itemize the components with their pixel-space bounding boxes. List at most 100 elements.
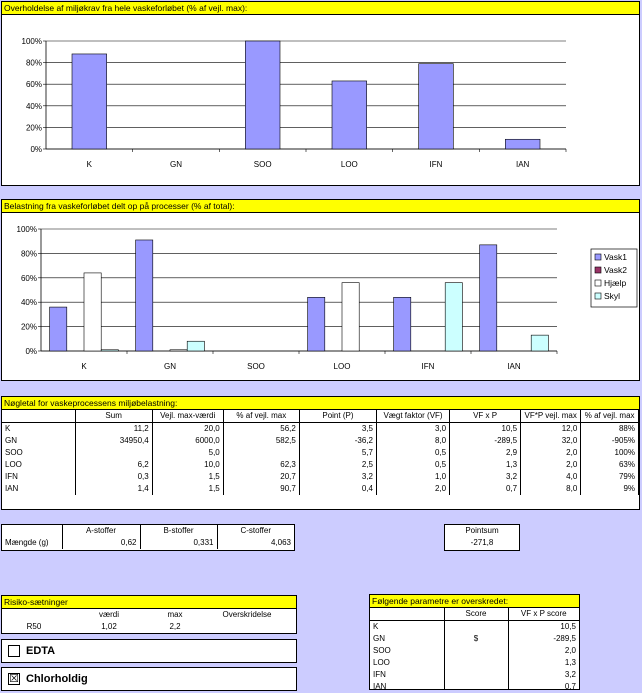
table-cell: 2,0 [520,447,582,459]
bar-skyl [530,334,549,352]
x-tick-label: IFN [422,362,435,371]
nogletal-header: % af vejl. max [223,410,300,423]
legend-label: Hjælp [604,278,626,288]
table-cell: 1,0 [376,471,451,483]
bar [245,40,281,150]
x-tick-label: IFN [430,160,443,169]
table-cell: 1,3 [564,658,576,667]
table-row: SOO 2,0 [370,645,579,657]
nogletal-header: Point (P) [299,410,377,423]
plot-area [46,41,566,149]
table-cell: 90,7 [223,483,300,495]
mengde-header-c: C-stoffer [216,525,294,537]
overskredet-title: Følgende parametre er overskredet: [369,594,580,608]
table-cell: 1,5 [152,483,224,495]
mengde-box: A-stoffer B-stoffer C-stoffer Mængde (g)… [1,524,295,551]
table-cell: 62,3 [223,459,300,471]
table-cell: 1,02 [101,622,117,631]
row-label: R50 [26,622,42,631]
table-cell: 8,0 [376,435,451,447]
y-tick-label: 100% [17,225,37,234]
table-cell: 9% [580,483,639,495]
table-row: IFN 3,2 [370,669,579,681]
bar-skyl [186,340,205,352]
table-row: GN $ -289,5 [370,633,579,645]
table-cell [444,669,509,681]
legend-label: Skyl [604,291,620,301]
mengde-b: 0,331 [139,537,217,549]
table-cell: 0,7 [564,682,576,690]
x-tick-label: GN [170,160,182,169]
legend-swatch [594,279,602,287]
chart1-area: 0% 20% 40% 60% 80% 100% K GN SOO LOO IFN IAN [1,14,640,186]
legend-swatch [594,292,602,300]
chlorholdig-label: Chlorholdig [26,673,88,685]
risiko-header-vaerdi: værdi [98,610,119,619]
y-tick-label: 20% [21,323,37,332]
bar-skyl [100,349,119,352]
edta-checkbox[interactable]: EDTA [1,639,297,663]
table-cell: 0,5 [376,459,451,471]
table-cell: 20,7 [223,471,300,483]
risiko-table: værdi max Overskridelse R50 1,02 2,2 R50-52… [2,609,296,634]
table-cell: 2,2 [169,622,181,631]
table-cell: 8,0 [520,483,582,495]
checkbox-box [8,645,20,657]
mengde-a: 0,62 [61,537,140,549]
table-cell: 4,0 [520,471,582,483]
table-cell: 0,05 [152,633,198,634]
table-cell: -905% [580,435,639,447]
table-cell: 79% [580,471,639,483]
table-cell: 1,5 [152,471,224,483]
nogletal-table: Sum Vejl. max-værdi% af vejl. max Point (P… [2,410,639,495]
table-cell: 12,0 [520,422,582,435]
table-cell: 0,5 [376,447,451,459]
bar-vask1 [49,306,68,352]
table-cell: 11,2 [75,422,153,435]
table-cell [198,621,296,633]
row-label: IAN [370,681,445,689]
table-cell [444,645,509,657]
risiko-header-overskridelse: Overskridelse [222,610,272,619]
table-row: GN 34950,4 6000,0 582,5 -36,2 8,0 -289,5 32,0 -9… [2,435,639,447]
chart2-svg: 0% 20% 40% 60% 80% 100% K GN SOO LOO IFN IAN Vask1 Va… [17,225,638,371]
plot-area [41,229,557,351]
table-cell: 0,7 [449,483,522,495]
y-tick-label: 60% [26,80,42,89]
y-tick-label: 80% [21,249,37,258]
table-row: LOO 6,2 10,0 62,3 2,5 0,5 1,3 2,0 63% [2,459,639,471]
table-cell: R50-52/R53 [198,633,296,634]
table-cell: 10,5 [560,622,576,631]
table-cell: 0,3 [75,471,153,483]
table-cell: 2,9 [449,447,522,459]
risiko-box: værdi max Overskridelse R50 1,02 2,2 R50-52… [1,608,297,634]
bar-vask1 [307,297,326,352]
y-tick-label: 80% [26,59,42,68]
table-cell: 10,5 [449,422,522,435]
x-tick-label: IAN [516,160,530,169]
row-label: K [370,620,445,633]
table-cell: 3,2 [564,670,576,679]
pointsum-label: Pointsum [465,526,499,535]
row-label: IFN [2,471,76,483]
overskredet-table: Score VF x P score K 10,5 GN $ -289,5 SOO 2,0 L… [370,608,579,690]
chlorholdig-checkbox[interactable]: ☒ Chlorholdig [1,667,297,691]
table-cell: $ [444,633,509,645]
table-row: SOO 5,0 5,7 0,5 2,9 2,0 100% [2,447,639,459]
chart2-area: 0% 20% 40% 60% 80% 100% K GN SOO LOO IFN IAN Vask1 Va… [1,212,640,381]
table-cell: 100% [580,447,639,459]
table-cell: 3,2 [299,471,377,483]
row-label: GN [370,633,445,645]
table-cell: 1,4 [75,483,153,495]
mengde-header-b: B-stoffer [139,525,217,537]
row-label: SOO [370,645,445,657]
row-label: GN [2,435,76,447]
table-cell [444,681,509,689]
table-row: K 11,2 20,0 56,2 3,5 3,0 10,5 12,0 88% [2,422,639,435]
table-cell: 3,0 [376,422,451,435]
table-cell: 20,0 [152,422,224,435]
y-tick-label: 60% [21,274,37,283]
overskredet-header-empty [370,608,445,621]
table-cell: 5,0 [152,447,224,459]
nogletal-header: % af vejl. max [580,410,639,423]
